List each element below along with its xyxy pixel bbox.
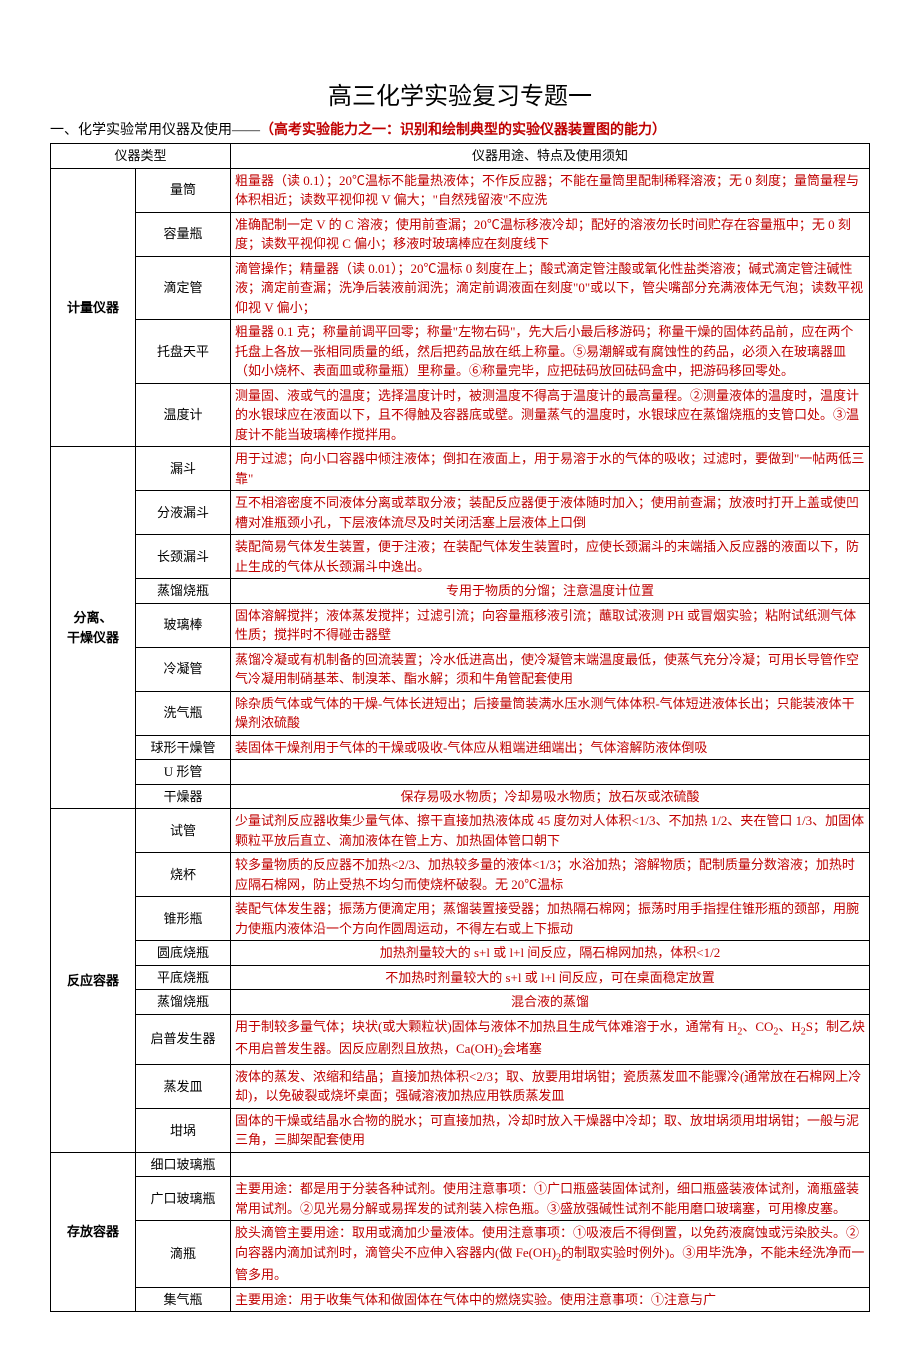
item-desc-cell: 混合液的蒸馏	[231, 990, 870, 1015]
subtitle-highlight: （高考实验能力之一：识别和绘制典型的实验仪器装置图的能力）	[260, 123, 666, 138]
item-name-cell: 广口玻璃瓶	[136, 1177, 231, 1221]
table-row: 玻璃棒固体溶解搅拌；液体蒸发搅拌；过滤引流；向容量瓶移液引流；蘸取试液测 PH …	[51, 603, 870, 647]
table-header-desc: 仪器用途、特点及使用须知	[231, 144, 870, 169]
table-row: 干燥器保存易吸水物质；冷却易吸水物质；放石灰或浓硫酸	[51, 784, 870, 809]
table-row: 冷凝管蒸馏冷凝或有机制备的回流装置；冷水低进高出，使冷凝管末端温度最低，使蒸气充…	[51, 647, 870, 691]
item-name-cell: 球形干燥管	[136, 735, 231, 760]
table-row: 滴定管滴管操作；精量器（读 0.01）；20℃温标 0 刻度在上；酸式滴定管注酸…	[51, 256, 870, 320]
item-desc-cell: 加热剂量较大的 s+l 或 l+l 间反应，隔石棉网加热，体积<1/2	[231, 941, 870, 966]
item-desc-cell: 胶头滴管主要用途：取用或滴加少量液体。使用注意事项：①吸液后不得倒置，以免药液腐…	[231, 1221, 870, 1288]
table-row: 滴瓶胶头滴管主要用途：取用或滴加少量液体。使用注意事项：①吸液后不得倒置，以免药…	[51, 1221, 870, 1288]
table-row: 锥形瓶装配气体发生器；振荡方便滴定用；蒸馏装置接受器；加热隔石棉网；振荡时用手指…	[51, 897, 870, 941]
page-title: 高三化学实验复习专题一	[50, 76, 870, 111]
table-row: 广口玻璃瓶主要用途：都是用于分装各种试剂。使用注意事项：①广口瓶盛装固体试剂，细…	[51, 1177, 870, 1221]
table-row: 托盘天平粗量器 0.1 克；称量前调平回零；称量"左物右码"，先大后小最后移游码…	[51, 320, 870, 384]
category-cell: 计量仪器	[51, 168, 136, 447]
item-name-cell: 冷凝管	[136, 647, 231, 691]
item-desc-cell: 液体的蒸发、浓缩和结晶；直接加热体积<2/3；取、放要用坩埚钳；瓷质蒸发皿不能骤…	[231, 1064, 870, 1108]
subtitle-prefix: 一、化学实验常用仪器及使用——	[50, 123, 260, 138]
item-desc-cell: 装配简易气体发生装置，便于注液；在装配气体发生装置时，应使长颈漏斗的末端插入反应…	[231, 535, 870, 579]
table-header-type: 仪器类型	[51, 144, 231, 169]
table-row: 温度计测量固、液或气的温度；选择温度计时，被测温度不得高于温度计的最高量程。②测…	[51, 383, 870, 447]
item-name-cell: 细口玻璃瓶	[136, 1152, 231, 1177]
item-desc-cell: 准确配制一定 V 的 C 溶液；使用前查漏；20℃温标移液冷却；配好的溶液勿长时…	[231, 212, 870, 256]
item-desc-cell: 用于制较多量气体；块状(或大颗粒状)固体与液体不加热且生成气体难溶于水，通常有 …	[231, 1014, 870, 1064]
category-cell: 分离、干燥仪器	[51, 447, 136, 809]
item-name-cell: 蒸发皿	[136, 1064, 231, 1108]
table-row: 长颈漏斗装配简易气体发生装置，便于注液；在装配气体发生装置时，应使长颈漏斗的末端…	[51, 535, 870, 579]
item-name-cell: 蒸馏烧瓶	[136, 990, 231, 1015]
item-name-cell: 干燥器	[136, 784, 231, 809]
category-cell: 反应容器	[51, 809, 136, 1153]
item-name-cell: 容量瓶	[136, 212, 231, 256]
item-name-cell: 坩埚	[136, 1108, 231, 1152]
item-desc-cell: 不加热时剂量较大的 s+l 或 l+l 间反应，可在桌面稳定放置	[231, 965, 870, 990]
item-desc-cell: 主要用途：用于收集气体和做固体在气体中的燃烧实验。使用注意事项：①注意与广	[231, 1287, 870, 1312]
item-name-cell: 烧杯	[136, 853, 231, 897]
item-desc-cell: 装配气体发生器；振荡方便滴定用；蒸馏装置接受器；加热隔石棉网；振荡时用手指捏住锥…	[231, 897, 870, 941]
item-name-cell: 量筒	[136, 168, 231, 212]
item-name-cell: 托盘天平	[136, 320, 231, 384]
table-row: 集气瓶主要用途：用于收集气体和做固体在气体中的燃烧实验。使用注意事项：①注意与广	[51, 1287, 870, 1312]
equipment-table: 仪器类型仪器用途、特点及使用须知计量仪器量筒粗量器（读 0.1）；20℃温标不能…	[50, 143, 870, 1312]
item-desc-cell: 测量固、液或气的温度；选择温度计时，被测温度不得高于温度计的最高量程。②测量液体…	[231, 383, 870, 447]
item-name-cell: 集气瓶	[136, 1287, 231, 1312]
table-row: 存放容器细口玻璃瓶	[51, 1152, 870, 1177]
table-row: 启普发生器用于制较多量气体；块状(或大颗粒状)固体与液体不加热且生成气体难溶于水…	[51, 1014, 870, 1064]
item-desc-cell: 固体的干燥或结晶水合物的脱水；可直接加热，冷却时放入干燥器中冷却；取、放坩埚须用…	[231, 1108, 870, 1152]
table-row: 球形干燥管装固体干燥剂用于气体的干燥或吸收-气体应从粗端进细端出；气体溶解防液体…	[51, 735, 870, 760]
item-desc-cell	[231, 1152, 870, 1177]
item-desc-cell: 固体溶解搅拌；液体蒸发搅拌；过滤引流；向容量瓶移液引流；蘸取试液测 PH 或冒烟…	[231, 603, 870, 647]
table-row: 分离、干燥仪器漏斗用于过滤；向小口容器中倾注液体；倒扣在液面上，用于易溶于水的气…	[51, 447, 870, 491]
item-name-cell: 试管	[136, 809, 231, 853]
item-desc-cell: 主要用途：都是用于分装各种试剂。使用注意事项：①广口瓶盛装固体试剂，细口瓶盛装液…	[231, 1177, 870, 1221]
item-name-cell: 蒸馏烧瓶	[136, 579, 231, 604]
table-row: 反应容器试管少量试剂反应器收集少量气体、擦干直接加热液体成 45 度勿对人体积<…	[51, 809, 870, 853]
category-cell: 存放容器	[51, 1152, 136, 1312]
item-name-cell: 洗气瓶	[136, 691, 231, 735]
table-row: 蒸发皿液体的蒸发、浓缩和结晶；直接加热体积<2/3；取、放要用坩埚钳；瓷质蒸发皿…	[51, 1064, 870, 1108]
item-name-cell: 分液漏斗	[136, 491, 231, 535]
item-desc-cell: 少量试剂反应器收集少量气体、擦干直接加热液体成 45 度勿对人体积<1/3、不加…	[231, 809, 870, 853]
item-name-cell: 平底烧瓶	[136, 965, 231, 990]
item-desc-cell: 滴管操作；精量器（读 0.01）；20℃温标 0 刻度在上；酸式滴定管注酸或氧化…	[231, 256, 870, 320]
item-name-cell: 滴瓶	[136, 1221, 231, 1288]
item-name-cell: 锥形瓶	[136, 897, 231, 941]
table-row: 坩埚固体的干燥或结晶水合物的脱水；可直接加热，冷却时放入干燥器中冷却；取、放坩埚…	[51, 1108, 870, 1152]
item-name-cell: 长颈漏斗	[136, 535, 231, 579]
item-name-cell: 滴定管	[136, 256, 231, 320]
item-name-cell: 启普发生器	[136, 1014, 231, 1064]
item-name-cell: 玻璃棒	[136, 603, 231, 647]
table-row: 分液漏斗互不相溶密度不同液体分离或萃取分液；装配反应器便于液体随时加入；使用前查…	[51, 491, 870, 535]
item-desc-cell: 专用于物质的分馏；注意温度计位置	[231, 579, 870, 604]
item-name-cell: 温度计	[136, 383, 231, 447]
item-desc-cell	[231, 760, 870, 785]
table-row: 容量瓶准确配制一定 V 的 C 溶液；使用前查漏；20℃温标移液冷却；配好的溶液…	[51, 212, 870, 256]
item-desc-cell: 装固体干燥剂用于气体的干燥或吸收-气体应从粗端进细端出；气体溶解防液体倒吸	[231, 735, 870, 760]
table-row: 蒸馏烧瓶专用于物质的分馏；注意温度计位置	[51, 579, 870, 604]
subtitle: 一、化学实验常用仪器及使用——（高考实验能力之一：识别和绘制典型的实验仪器装置图…	[50, 119, 870, 139]
item-name-cell: 圆底烧瓶	[136, 941, 231, 966]
table-row: 圆底烧瓶加热剂量较大的 s+l 或 l+l 间反应，隔石棉网加热，体积<1/2	[51, 941, 870, 966]
item-desc-cell: 用于过滤；向小口容器中倾注液体；倒扣在液面上，用于易溶于水的气体的吸收；过滤时，…	[231, 447, 870, 491]
table-row: 平底烧瓶不加热时剂量较大的 s+l 或 l+l 间反应，可在桌面稳定放置	[51, 965, 870, 990]
item-desc-cell: 除杂质气体或气体的干燥-气体长进短出；后接量筒装满水压水测气体体积-气体短进液体…	[231, 691, 870, 735]
item-desc-cell: 粗量器 0.1 克；称量前调平回零；称量"左物右码"，先大后小最后移游码；称量干…	[231, 320, 870, 384]
table-row: 烧杯较多量物质的反应器不加热<2/3、加热较多量的液体<1/3；水浴加热；溶解物…	[51, 853, 870, 897]
item-name-cell: 漏斗	[136, 447, 231, 491]
item-desc-cell: 较多量物质的反应器不加热<2/3、加热较多量的液体<1/3；水浴加热；溶解物质；…	[231, 853, 870, 897]
item-desc-cell: 蒸馏冷凝或有机制备的回流装置；冷水低进高出，使冷凝管末端温度最低，使蒸气充分冷凝…	[231, 647, 870, 691]
table-row: 洗气瓶除杂质气体或气体的干燥-气体长进短出；后接量筒装满水压水测气体体积-气体短…	[51, 691, 870, 735]
table-row: U 形管	[51, 760, 870, 785]
item-desc-cell: 粗量器（读 0.1）；20℃温标不能量热液体；不作反应器；不能在量筒里配制稀释溶…	[231, 168, 870, 212]
table-row: 计量仪器量筒粗量器（读 0.1）；20℃温标不能量热液体；不作反应器；不能在量筒…	[51, 168, 870, 212]
item-desc-cell: 互不相溶密度不同液体分离或萃取分液；装配反应器便于液体随时加入；使用前查漏；放液…	[231, 491, 870, 535]
item-desc-cell: 保存易吸水物质；冷却易吸水物质；放石灰或浓硫酸	[231, 784, 870, 809]
item-name-cell: U 形管	[136, 760, 231, 785]
table-row: 蒸馏烧瓶混合液的蒸馏	[51, 990, 870, 1015]
